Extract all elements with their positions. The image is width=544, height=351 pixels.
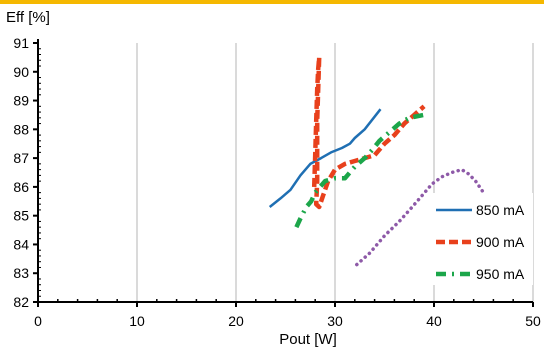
y-tick-label: 89 [13, 93, 29, 109]
series-line-1 [311, 55, 426, 210]
x-tick-label: 40 [426, 313, 442, 329]
series-lines [268, 55, 486, 267]
y-tick-label: 87 [13, 150, 29, 166]
x-tick-label: 0 [34, 313, 42, 329]
series-line-3 [355, 167, 486, 267]
y-tick-label: 90 [13, 64, 29, 80]
y-tick-label: 83 [13, 265, 29, 281]
legend-label-2: 950 mA [476, 266, 525, 282]
legend: 850 mA 900 mA 950 mA [430, 193, 533, 285]
legend-label-1: 900 mA [476, 234, 525, 250]
y-axis-title: Eff [%] [6, 9, 50, 26]
y-tick-label: 88 [13, 121, 29, 137]
series-line-0 [268, 108, 382, 208]
y-tick-label: 82 [13, 294, 29, 310]
top-accent-band [0, 0, 544, 4]
legend-label-0: 850 mA [476, 202, 525, 218]
x-axis-title: Pout [W] [279, 331, 337, 348]
legend-box [430, 193, 533, 285]
y-tick-label: 86 [13, 179, 29, 195]
y-tick-label: 91 [13, 35, 29, 51]
x-tick-label: 20 [228, 313, 244, 329]
series-line-2 [294, 112, 425, 229]
tick-labels: 82 83 84 85 86 87 88 89 90 91 0 10 20 30 40 50 [13, 35, 541, 329]
x-tick-label: 30 [327, 313, 343, 329]
axes [33, 39, 534, 307]
x-tick-label: 10 [129, 313, 145, 329]
y-tick-label: 84 [13, 236, 29, 252]
x-tick-label: 50 [525, 313, 541, 329]
y-tick-label: 85 [13, 208, 29, 224]
